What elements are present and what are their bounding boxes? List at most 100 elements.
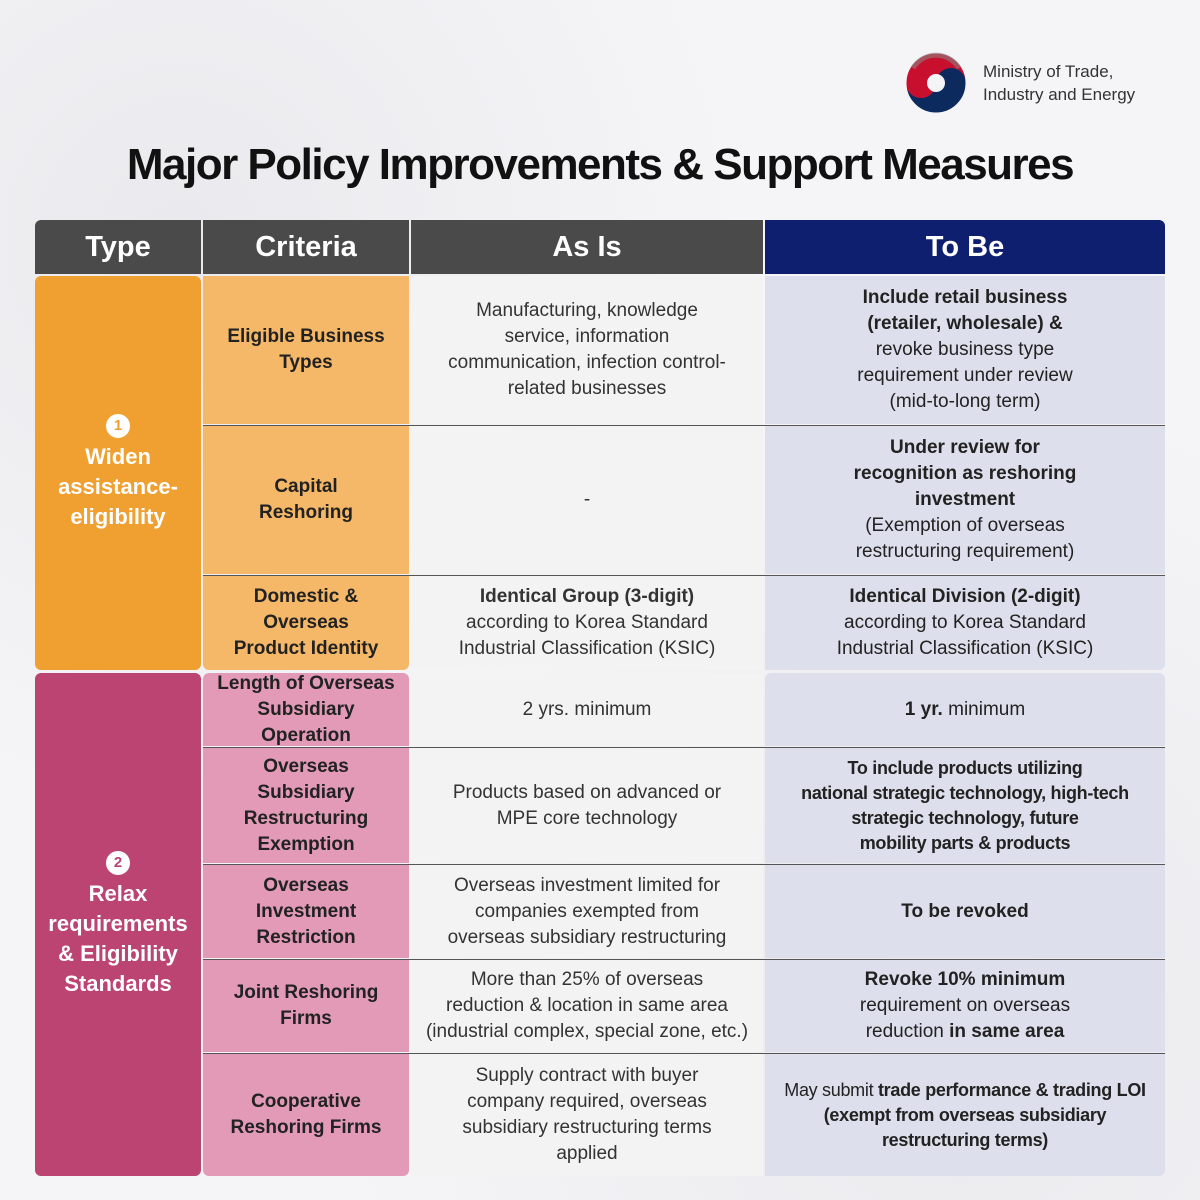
text-line: requirement on overseas <box>859 995 1071 1016</box>
text-line: Length of Overseas <box>217 672 395 694</box>
text-line: recognition as reshoring <box>853 463 1077 484</box>
text-line: Eligible Business <box>227 326 385 347</box>
text-line: Cooperative <box>251 1091 361 1112</box>
criteria-cell: Eligible Business Types <box>203 276 409 424</box>
text-line: companies exempted from <box>475 900 699 922</box>
ministry-logo: Ministry of Trade, Industry and Energy <box>903 50 1135 116</box>
text-line: Products based on advanced or <box>452 781 722 803</box>
text-bold: 1 yr. <box>904 698 943 720</box>
type-relax-requirements: 2 Relax requirements & Eligibility Stand… <box>35 673 201 1176</box>
type-number-badge: 2 <box>106 850 130 875</box>
row-divider <box>203 575 1165 576</box>
text-line: More than 25% of overseas <box>470 969 704 990</box>
type-label-line: requirements <box>48 910 188 936</box>
as-is-cell: Supply contract with buyer company requi… <box>411 1054 763 1176</box>
type-label-line: Relax <box>88 880 148 906</box>
text-line: revoke business type <box>875 339 1055 360</box>
text-line: (retailer, wholesale) & <box>867 313 1063 334</box>
text-line: Subsidiary Operation <box>257 698 355 746</box>
text-line: Reshoring <box>259 502 353 523</box>
criteria-cell: Overseas Subsidiary Restructuring Exempt… <box>203 748 409 863</box>
text-line: (industrial complex, special zone, etc.) <box>425 1021 749 1042</box>
row-divider <box>203 864 1165 865</box>
text-line: Overseas investment limited for <box>453 874 721 896</box>
text-line: restructuring requirement) <box>855 541 1075 562</box>
table-row: Capital Reshoring - Under review for reco… <box>203 426 1165 574</box>
header-as-is: As Is <box>411 220 763 274</box>
taegeuk-emblem-icon <box>905 52 967 114</box>
text-line: Include retail business <box>862 287 1068 308</box>
row-divider <box>203 959 1165 960</box>
text-line: Restriction <box>256 926 356 948</box>
text-line: related businesses <box>507 378 667 399</box>
criteria-cell: Joint Reshoring Firms <box>203 960 409 1052</box>
text-line: Industrial Classification (KSIC) <box>836 638 1094 659</box>
row-divider <box>203 1053 1165 1054</box>
table-row: Joint Reshoring Firms More than 25% of ov… <box>203 960 1165 1052</box>
to-be-cell: Identical Division (2-digit) according t… <box>765 576 1165 670</box>
text-line: Overseas Subsidiary <box>257 755 355 803</box>
to-be-cell: Include retail business (retailer, whole… <box>765 276 1165 424</box>
type-label-line: assistance- <box>58 474 178 499</box>
as-is-cell: Identical Group (3-digit) according to K… <box>411 576 763 670</box>
criteria-cell: Capital Reshoring <box>203 426 409 574</box>
criteria-cell: Overseas Investment Restriction <box>203 865 409 958</box>
criteria-cell: Cooperative Reshoring Firms <box>203 1054 409 1176</box>
header-criteria: Criteria <box>203 220 409 274</box>
to-be-cell: To be revoked <box>765 865 1165 958</box>
to-be-cell: Under review for recognition as reshorin… <box>765 426 1165 574</box>
text-line: company required, overseas <box>467 1091 707 1112</box>
text-line: Overseas Investment <box>255 874 357 922</box>
text-line: (exempt from overseas subsidiary <box>823 1104 1107 1125</box>
table-row: Cooperative Reshoring Firms Supply contra… <box>203 1054 1165 1176</box>
text-line: Domestic & Overseas <box>253 586 359 633</box>
row-divider <box>203 425 1165 426</box>
text-line: communication, infection control- <box>448 352 726 373</box>
as-is-cell: Products based on advanced or MPE core t… <box>411 748 763 863</box>
row-divider <box>203 747 1165 748</box>
text-line: restructuring terms) <box>881 1129 1049 1150</box>
as-is-cell: Manufacturing, knowledge service, inform… <box>411 276 763 424</box>
text-line: subsidiary restructuring terms <box>462 1117 712 1138</box>
text-line: Restructuring <box>243 807 369 829</box>
text-line: Manufacturing, knowledge <box>476 300 698 321</box>
text-line: Firms <box>280 1008 332 1029</box>
text-line: Revoke 10% minimum <box>864 969 1066 990</box>
type-label-line: eligibility <box>70 504 166 529</box>
text-line: Identical Group (3-digit) <box>479 586 695 607</box>
type-number-badge: 1 <box>106 414 130 438</box>
ministry-name: Ministry of Trade, Industry and Energy <box>983 60 1135 106</box>
text-regular: May submit <box>784 1079 878 1100</box>
to-be-cell: Revoke 10% minimum requirement on overse… <box>765 960 1165 1052</box>
text-line: MPE core technology <box>496 807 678 829</box>
table-row: Length of Overseas Subsidiary Operation 2… <box>203 673 1165 746</box>
text-line: Joint Reshoring <box>233 982 379 1003</box>
text-line: mobility parts & products <box>859 832 1071 853</box>
header-to-be: To Be <box>765 220 1165 274</box>
to-be-cell: May submit trade performance & trading L… <box>765 1054 1165 1176</box>
text-line: (Exemption of overseas <box>865 515 1065 536</box>
text-line: - <box>583 489 591 510</box>
as-is-cell: More than 25% of overseas reduction & lo… <box>411 960 763 1052</box>
text-line: Product Identity <box>233 638 379 659</box>
ministry-name-line1: Ministry of Trade, <box>983 62 1114 81</box>
text-line: national strategic technology, high-tech <box>801 782 1129 803</box>
text-line: overseas subsidiary restructuring <box>447 926 727 948</box>
text-regular: minimum <box>942 698 1026 720</box>
type-label-line: Standards <box>64 970 172 996</box>
table-row: Overseas Subsidiary Restructuring Exempt… <box>203 748 1165 863</box>
table-row: Domestic & Overseas Product Identity Iden… <box>203 576 1165 670</box>
text-regular: reduction <box>865 1021 950 1042</box>
text-line: Types <box>279 352 333 373</box>
text-line: Reshoring Firms <box>230 1117 382 1138</box>
as-is-cell: - <box>411 426 763 574</box>
text-line: To include products utilizing <box>847 757 1083 778</box>
criteria-cell: Domestic & Overseas Product Identity <box>203 576 409 670</box>
text-line: To be revoked <box>901 900 1029 922</box>
type-label-line: & Eligibility <box>58 940 178 966</box>
text-line: (mid-to-long term) <box>889 391 1041 412</box>
text-line: Capital <box>274 476 338 497</box>
table-row: Eligible Business Types Manufacturing, kn… <box>203 276 1165 424</box>
text-line: investment <box>914 489 1016 510</box>
page-title: Major Policy Improvements & Support Meas… <box>126 140 1075 189</box>
